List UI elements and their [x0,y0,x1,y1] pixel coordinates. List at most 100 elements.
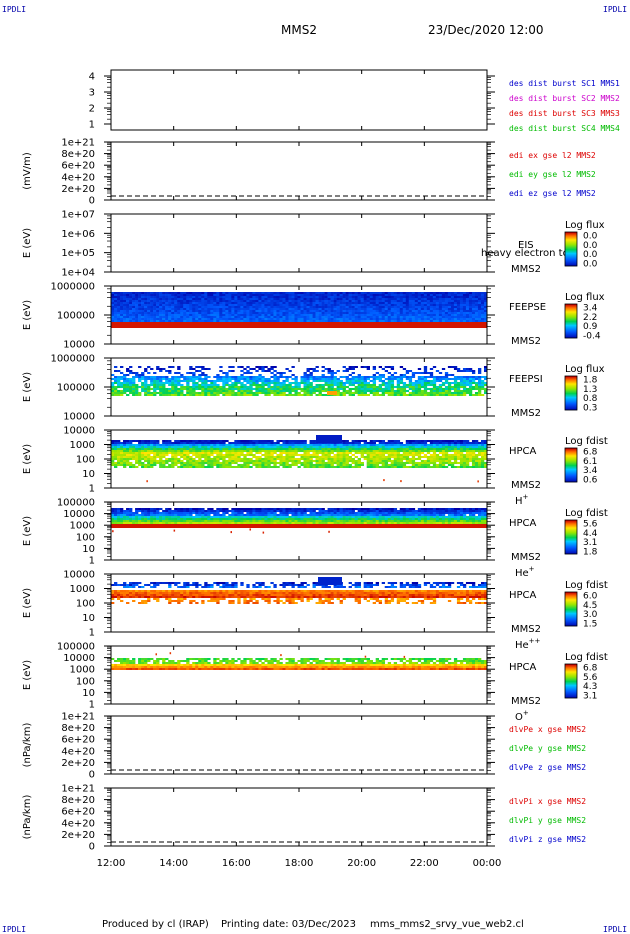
spectrogram-cell [411,372,416,374]
spectrogram-cell [345,392,349,394]
spectrogram-cell [165,462,169,464]
spectrogram-cell [453,368,458,370]
spectrogram-cell [225,308,229,310]
spectrogram-cell [132,446,136,448]
spectrogram-cell [354,448,358,450]
spectrogram-cell [456,308,461,310]
spectrogram-cell [228,310,232,312]
spectrogram-cell [123,306,127,308]
spectrogram-cell [387,452,392,454]
spectrogram-cell [321,386,325,388]
spectrogram-cell [267,450,271,452]
spectrogram-cell [306,460,310,462]
spectrogram-cell [114,456,118,458]
spectrogram-cell [192,462,196,464]
spectrogram-cell [273,294,277,296]
spectrogram-cell [360,310,364,312]
spectrogram-cell [456,390,461,392]
spectrogram-cell [204,318,208,320]
spectrogram-cell [381,388,386,390]
spectrogram-cell [267,318,271,320]
spectrogram-cell [474,294,479,296]
spectrogram-cell [243,304,247,306]
spectrogram-cell [147,300,151,302]
spectrogram-cell [360,308,364,310]
spectrogram-cell [456,292,461,294]
spectrogram-cell [117,378,121,380]
spectrogram-cell [477,320,482,322]
spectrogram-cell [144,296,148,298]
spectrogram-cell [261,370,265,372]
spectrogram-cell [186,376,190,378]
spectrogram-cell [255,448,259,450]
spectrogram-cell [273,310,277,312]
spectrogram-cell [363,310,367,312]
spectrogram-cell [183,300,187,302]
spectrogram-cell [456,320,461,322]
spectrogram-cell [354,466,358,468]
spectrogram-cell [309,442,313,444]
spectrogram-cell [180,310,184,312]
spectrogram-cell [186,318,190,320]
spectrogram-cell [372,440,377,442]
spectrogram-cell [219,302,223,304]
spectrogram-cell [162,300,166,302]
spectrogram-cell [111,460,115,462]
spectrogram-cell [168,384,172,386]
spectrogram-cell [231,366,235,368]
spectrogram-cell [255,292,259,294]
spectrogram-cell [150,302,154,304]
spectrogram-cell [465,442,470,444]
spectrogram-cell [339,466,343,468]
spectrogram-cell [273,446,277,448]
spectrogram-cell [120,314,124,316]
spectrogram-cell [336,446,340,448]
spectrogram-cell [372,458,377,460]
spectrogram-cell [114,320,118,322]
spectrogram-cell [153,458,157,460]
spectrogram-cell [201,386,205,388]
spectrogram-cell [183,302,187,304]
panel-eis-ytick-label: 1e+07 [61,210,95,221]
spectrogram-cell [114,316,118,318]
spectrogram-cell [378,466,383,468]
spectrogram-cell [234,316,238,318]
spectrogram-cell [123,296,127,298]
spectrogram-cell [117,448,121,450]
spectrogram-cell [246,440,250,442]
spectrogram-cell [123,390,127,392]
spectrogram-cell [231,444,235,446]
spectrogram-cell [210,392,214,394]
spectrogram-cell [351,368,355,370]
spectrogram-cell [429,446,434,448]
spectrogram-cell [249,378,253,380]
spectrogram-cell [261,464,265,466]
spectrogram-cell [264,444,268,446]
spectrogram-cell [300,316,304,318]
spectrogram-cell [279,314,283,316]
spectrogram-cell [135,456,139,458]
spectrogram-cell [222,456,226,458]
spectrogram-cell [417,368,422,370]
spectrogram-cell [294,306,298,308]
spectrogram-cell [123,382,127,384]
spectrogram-cell [246,292,250,294]
spectrogram-cell [123,304,127,306]
spectrogram-cell [315,458,319,460]
spectrogram-cell [414,292,419,294]
spectrogram-cell [276,312,280,314]
spectrogram-cell [189,314,193,316]
spectrogram-cell [360,462,364,464]
spectrogram-cell [162,386,166,388]
spectrogram-cell [315,292,319,294]
spectrogram-cell [240,460,244,462]
spectrogram-cell [447,304,452,306]
spectrogram-cell [450,316,455,318]
spectrogram-cell [375,454,380,456]
spectrogram-cell [246,300,250,302]
spectrogram-cell [468,292,473,294]
panel-feepse-colorbar-step [565,330,577,332]
spectrogram-cell [300,318,304,320]
spectrogram-cell [192,304,196,306]
spectrogram-cell [441,384,446,386]
